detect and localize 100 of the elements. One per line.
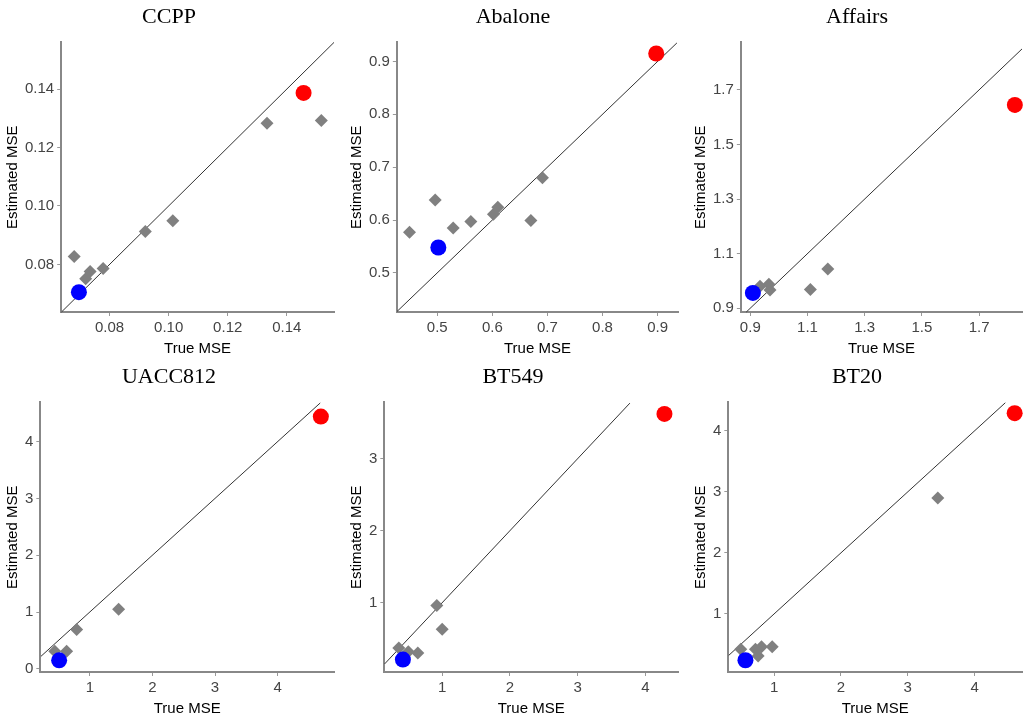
y-tick-label: 1 — [713, 604, 722, 621]
point — [1006, 405, 1023, 422]
x-axis-title: True MSE — [153, 699, 221, 717]
point — [79, 272, 93, 286]
chart-title: BT20 — [831, 362, 883, 388]
y-axis-title: Estimated MSE — [3, 125, 21, 229]
y-tick-label: 0.10 — [24, 196, 55, 214]
x-tick-label: 2 — [505, 678, 515, 696]
x-tick-label: 3 — [573, 678, 582, 696]
chart-title: BT549 — [482, 362, 544, 388]
y-tick-label: 1.7 — [712, 80, 734, 98]
point — [70, 623, 84, 637]
y-tick-label: 0.08 — [24, 254, 55, 272]
x-tick-label: 1.7 — [968, 318, 990, 336]
x-tick-label: 1.3 — [854, 318, 876, 336]
point — [83, 264, 97, 278]
point — [751, 649, 765, 663]
x-axis-title: True MSE — [503, 339, 571, 357]
y-tick-label: 0.9 — [368, 51, 390, 69]
point — [931, 491, 945, 505]
x-tick-label: 0.5 — [426, 318, 448, 336]
x-tick-label: 0.9 — [647, 318, 669, 336]
y-axis-title: Estimated MSE — [691, 125, 709, 229]
point — [435, 622, 449, 636]
x-tick-label: 1 — [770, 678, 779, 696]
y-tick-label: 3 — [25, 488, 34, 506]
x-tick-label: 0.10 — [154, 318, 184, 336]
x-tick-label: 2 — [836, 678, 846, 696]
x-tick-label: 1 — [438, 678, 447, 696]
y-tick-label: 4 — [25, 431, 34, 449]
point — [403, 225, 417, 239]
point — [428, 193, 442, 207]
y-tick-label: 2 — [713, 542, 722, 560]
point — [112, 602, 126, 616]
point — [446, 221, 460, 235]
point — [803, 283, 817, 297]
point — [430, 599, 444, 613]
y-tick-label: 1 — [369, 592, 378, 610]
x-tick-label: 0.7 — [537, 318, 558, 336]
y-tick-label: 3 — [713, 481, 722, 499]
x-axis-title: True MSE — [847, 339, 915, 357]
y-axis-title: Estimated MSE — [691, 485, 709, 589]
x-tick-label: 2 — [148, 678, 157, 696]
point — [411, 646, 425, 660]
point — [744, 284, 761, 301]
point — [138, 224, 152, 238]
point — [737, 652, 754, 669]
y-tick-label: 0.7 — [368, 157, 390, 175]
x-tick-label: 0.08 — [95, 318, 125, 336]
y-axis-title: Estimated MSE — [347, 125, 365, 229]
point — [491, 200, 505, 214]
x-tick-label: 1 — [85, 678, 94, 696]
y-axis-title: Estimated MSE — [347, 485, 365, 589]
x-tick-label: 3 — [210, 678, 220, 696]
x-tick-label: 3 — [903, 678, 912, 696]
point — [70, 284, 87, 301]
y-tick-label: 0.12 — [24, 137, 55, 155]
x-axis-title: True MSE — [841, 699, 909, 717]
point — [60, 644, 74, 658]
point — [765, 640, 779, 654]
x-tick-label: 1.1 — [797, 318, 818, 336]
point — [166, 214, 180, 228]
point — [464, 215, 478, 229]
point — [260, 116, 274, 130]
x-tick-label: 0.8 — [592, 318, 613, 336]
point — [51, 652, 68, 669]
chart-title: Abalone — [475, 2, 551, 28]
point — [394, 651, 411, 668]
x-axis-title: True MSE — [497, 699, 565, 717]
chart-title: CCPP — [142, 2, 196, 28]
y-tick-label: 2 — [25, 545, 34, 563]
point — [67, 250, 81, 263]
y-axis-title: Estimated MSE — [3, 485, 21, 589]
point — [821, 262, 835, 276]
point — [295, 84, 312, 101]
point — [734, 642, 748, 656]
y-tick-label: 0.5 — [368, 263, 390, 281]
y-tick-label: 0 — [25, 658, 34, 676]
point — [392, 641, 406, 655]
y-tick-label: 0.14 — [24, 79, 55, 97]
y-tick-label: 0.8 — [368, 104, 390, 122]
point — [312, 408, 329, 425]
x-tick-label: 4 — [970, 678, 979, 696]
y-tick-label: 0.6 — [368, 210, 390, 228]
x-tick-label: 0.14 — [272, 318, 302, 336]
x-tick-label: 0.6 — [481, 318, 503, 336]
y-tick-label: 1.3 — [712, 189, 734, 207]
point — [1006, 96, 1023, 113]
point — [648, 45, 665, 62]
point — [314, 113, 328, 127]
y-tick-label: 1 — [25, 602, 34, 620]
point — [96, 261, 110, 275]
point — [430, 239, 447, 256]
point — [535, 171, 549, 185]
x-tick-label: 4 — [273, 678, 282, 696]
y-tick-label: 4 — [713, 420, 722, 438]
chart-title: UACC812 — [121, 362, 217, 388]
y-tick-label: 1.5 — [712, 134, 734, 152]
x-tick-label: 0.12 — [213, 318, 243, 336]
point — [524, 214, 538, 228]
